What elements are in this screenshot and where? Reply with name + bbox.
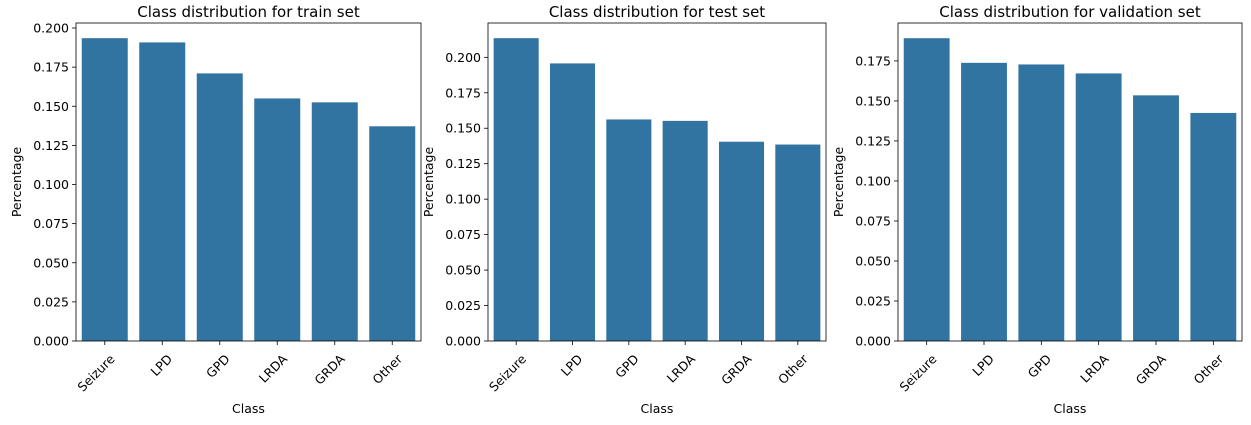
y-tick-label: 0.075 (445, 227, 481, 242)
y-tick-label: 0.050 (33, 255, 69, 270)
x-tick-label: LPD (147, 351, 175, 379)
bar-seizure (81, 38, 128, 342)
chart-title: Class distribution for validation set (939, 3, 1201, 21)
y-tick-label: 0.125 (445, 156, 481, 171)
bar-lpd (139, 42, 186, 341)
x-tick-label: GRDA (1133, 351, 1170, 388)
bar-other (775, 144, 821, 341)
bar-other (1190, 112, 1237, 341)
x-tick-label: LPD (969, 351, 997, 379)
x-tick-label: Seizure (74, 351, 117, 394)
chart-title: Class distribution for train set (137, 3, 360, 21)
axes-frame (75, 22, 422, 342)
y-tick-label: 0.200 (445, 50, 481, 65)
x-tick-label: Other (369, 351, 405, 387)
x-tick-label: Seizure (896, 351, 939, 394)
y-tick-label: 0.200 (33, 21, 69, 36)
chart-title: Class distribution for test set (549, 3, 765, 21)
bar-lpd (961, 62, 1007, 341)
bar-lpd (549, 63, 596, 342)
x-axis-label: Class (641, 401, 674, 416)
chart-panel-2: Class distribution for test set 0.000 0.02… (421, 3, 827, 416)
y-axis-label: Percentage (421, 147, 436, 218)
bar-grda (311, 102, 358, 341)
bar-grda (718, 141, 765, 341)
y-tick-label: 0.000 (855, 334, 891, 349)
chart-panel-1: Class distribution for train set 0.000 0.0… (9, 3, 422, 416)
y-tick-label: 0.125 (855, 133, 891, 148)
x-tick-label: GPD (203, 351, 233, 381)
bar-gpd (1018, 64, 1065, 341)
y-tick-label: 0.150 (855, 93, 891, 108)
y-axis-label: Percentage (831, 147, 846, 218)
y-tick-label: 0.100 (855, 173, 891, 188)
y-tick-label: 0.075 (855, 213, 891, 228)
y-tick-label: 0.075 (33, 216, 69, 231)
y-tick-label: 0.000 (33, 334, 69, 349)
chart-panel-3: Class distribution for validation set 0.0… (831, 3, 1243, 416)
axes-frame (487, 22, 827, 342)
bar-seizure (493, 38, 539, 342)
axes-frame (897, 22, 1243, 342)
y-tick-label: 0.050 (855, 253, 891, 268)
x-tick-label: GRDA (311, 351, 348, 388)
bar-lrda (254, 98, 301, 342)
x-axis-label: Class (1054, 401, 1087, 416)
y-tick-label: 0.025 (855, 293, 891, 308)
x-tick-label: GRDA (718, 351, 755, 388)
x-tick-label: LRDA (256, 351, 291, 386)
bar-lrda (1075, 73, 1122, 341)
y-tick-label: 0.025 (33, 294, 69, 309)
bar-lrda (662, 120, 708, 342)
bar-gpd (196, 73, 243, 341)
bar-other (369, 126, 416, 341)
x-tick-label: GPD (612, 351, 642, 381)
y-tick-label: 0.150 (445, 121, 481, 136)
x-tick-label: Other (1191, 351, 1227, 387)
y-tick-label: 0.150 (33, 99, 69, 114)
y-tick-label: 0.000 (445, 334, 481, 349)
y-axis-label: Percentage (9, 147, 24, 218)
x-tick-label: GPD (1025, 351, 1055, 381)
x-tick-label: Other (775, 351, 811, 387)
y-tick-label: 0.100 (33, 177, 69, 192)
y-tick-label: 0.025 (445, 298, 481, 313)
x-tick-label: LPD (558, 351, 586, 379)
y-tick-label: 0.175 (445, 85, 481, 100)
bar-gpd (606, 119, 652, 341)
x-tick-label: LRDA (1077, 351, 1112, 386)
y-tick-label: 0.125 (33, 138, 69, 153)
x-tick-label: LRDA (664, 351, 699, 386)
bar-seizure (903, 38, 950, 341)
x-axis-label: Class (232, 401, 265, 416)
bar-grda (1133, 95, 1179, 341)
x-tick-label: Seizure (486, 351, 529, 394)
y-tick-label: 0.175 (855, 53, 891, 68)
y-tick-label: 0.050 (445, 263, 481, 278)
y-tick-label: 0.100 (445, 192, 481, 207)
y-tick-label: 0.175 (33, 60, 69, 75)
